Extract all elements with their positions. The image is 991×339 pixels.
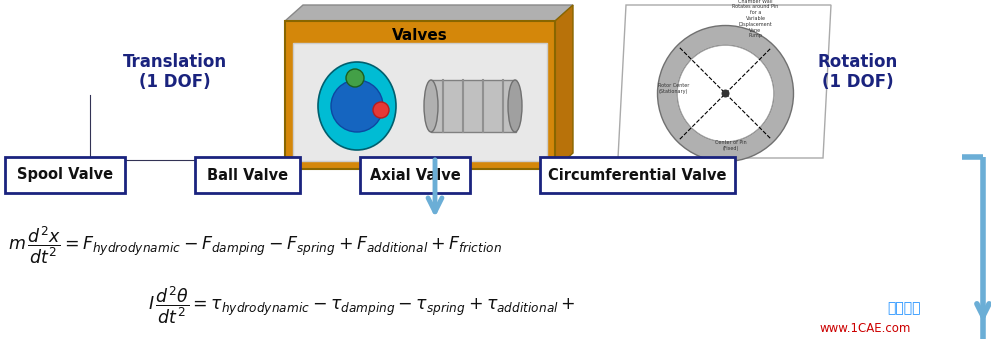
Polygon shape xyxy=(285,5,573,21)
Text: Chamber Wall
Rotates around Pin
for a
Variable
Displacement
Vane
Pump: Chamber Wall Rotates around Pin for a Va… xyxy=(732,0,779,39)
FancyBboxPatch shape xyxy=(540,157,735,193)
FancyBboxPatch shape xyxy=(285,21,555,169)
Text: $m\,\dfrac{d^2x}{dt^2} = F_{hydrodynamic} - F_{damping} - F_{spring} + F_{additi: $m\,\dfrac{d^2x}{dt^2} = F_{hydrodynamic… xyxy=(8,224,502,266)
Circle shape xyxy=(373,102,389,118)
FancyBboxPatch shape xyxy=(431,80,516,132)
Text: $I\,\dfrac{d^2\theta}{dt^2} = \tau_{hydrodynamic} - \tau_{damping} - \tau_{sprin: $I\,\dfrac{d^2\theta}{dt^2} = \tau_{hydr… xyxy=(148,284,576,326)
Text: (1 DOF): (1 DOF) xyxy=(139,73,211,91)
Polygon shape xyxy=(555,5,573,169)
FancyBboxPatch shape xyxy=(195,157,300,193)
FancyBboxPatch shape xyxy=(293,43,547,161)
Ellipse shape xyxy=(424,80,438,132)
Text: Circumferential Valve: Circumferential Valve xyxy=(548,167,726,182)
Text: Axial Valve: Axial Valve xyxy=(370,167,461,182)
Text: (1 DOF): (1 DOF) xyxy=(823,73,894,91)
FancyBboxPatch shape xyxy=(5,157,125,193)
Ellipse shape xyxy=(508,80,522,132)
Text: Valves: Valves xyxy=(392,27,448,42)
Polygon shape xyxy=(618,5,831,158)
Circle shape xyxy=(678,45,774,141)
Text: Center of Pin
(Fixed): Center of Pin (Fixed) xyxy=(715,140,746,151)
Text: www.1CAE.com: www.1CAE.com xyxy=(820,321,912,335)
Circle shape xyxy=(331,80,383,132)
Circle shape xyxy=(346,69,364,87)
Circle shape xyxy=(721,89,729,98)
FancyBboxPatch shape xyxy=(360,157,470,193)
Text: Rotation: Rotation xyxy=(818,53,898,71)
Text: Ball Valve: Ball Valve xyxy=(207,167,288,182)
Text: Rotor Center
(Stationary): Rotor Center (Stationary) xyxy=(658,83,689,94)
Text: Translation: Translation xyxy=(123,53,227,71)
Ellipse shape xyxy=(318,62,396,150)
Text: Spool Valve: Spool Valve xyxy=(17,167,113,182)
Text: 仳庆在线: 仳庆在线 xyxy=(887,301,921,315)
